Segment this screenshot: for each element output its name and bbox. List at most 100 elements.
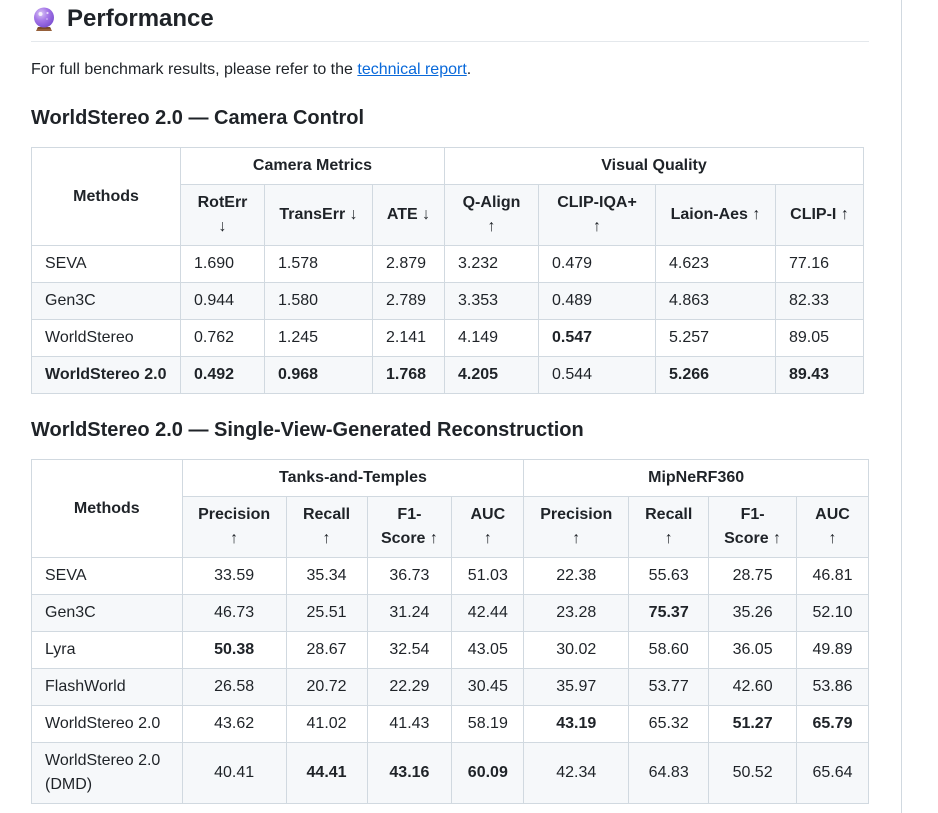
cell: 65.32 (628, 705, 710, 743)
column-header-clipi: CLIP-I ↑ (775, 184, 864, 246)
cell: 43.19 (523, 705, 630, 743)
cell: 30.02 (523, 631, 630, 669)
column-header-row: Precision ↑ Recall ↑ F1- Score ↑ AUC ↑ Preci… (32, 496, 869, 558)
cell: 43.05 (451, 631, 525, 669)
column-header-tt-recall: Recall ↑ (285, 496, 368, 558)
column-header-transerr: TransErr ↓ (264, 184, 373, 246)
cell: 53.77 (628, 668, 710, 706)
cell: 33.59 (181, 557, 287, 595)
cell: 28.75 (708, 557, 797, 595)
readme-content: Performance For full benchmark results, … (31, 0, 869, 813)
column-header-qalign: Q-Align ↑ (444, 184, 539, 246)
cell: 3.232 (444, 245, 539, 283)
cell: 2.879 (372, 245, 445, 283)
table-row: Gen3C 0.944 1.580 2.789 3.353 0.489 4.86… (31, 282, 864, 320)
svg-reconstruction-table: Methods Tanks-and-Temples MipNeRF360 Pre… (31, 459, 869, 804)
crystal-ball-icon (34, 7, 54, 31)
cell: 82.33 (775, 282, 864, 320)
cell: 42.44 (451, 594, 525, 632)
cell: 60.09 (451, 742, 525, 804)
cell: 0.547 (538, 319, 656, 357)
cell: 0.492 (180, 356, 265, 394)
cell: 0.968 (264, 356, 373, 394)
column-header-ate: ATE ↓ (372, 184, 445, 246)
column-header-mip-precision: Precision ↑ (523, 496, 630, 558)
technical-report-link[interactable]: technical report (357, 61, 467, 78)
group-header-tanks-and-temples: Tanks-and-Temples (181, 459, 525, 497)
column-header-row: RotErr ↓ TransErr ↓ ATE ↓ Q-Align ↑ CLIP… (32, 184, 864, 246)
cell: 22.38 (523, 557, 630, 595)
table-row: WorldStereo 2.0 (DMD) 40.41 44.41 43.16 … (31, 742, 869, 804)
cell: 4.149 (444, 319, 539, 357)
cell: 41.43 (366, 705, 453, 743)
cell: 2.141 (372, 319, 445, 357)
cell: 3.353 (444, 282, 539, 320)
cell: 35.26 (708, 594, 797, 632)
cell: 4.623 (655, 245, 776, 283)
cell: 1.245 (264, 319, 373, 357)
cell: 58.19 (451, 705, 525, 743)
cell: 46.81 (796, 557, 869, 595)
cell: 0.944 (180, 282, 265, 320)
cell: 0.762 (180, 319, 265, 357)
cell: 50.52 (708, 742, 797, 804)
method-name: WorldStereo 2.0 (DMD) (31, 742, 183, 804)
page-title: Performance (67, 5, 214, 32)
cell: 36.73 (366, 557, 453, 595)
method-name: FlashWorld (31, 668, 183, 706)
cell: 22.29 (366, 668, 453, 706)
group-header-camera-metrics: Camera Metrics (180, 147, 445, 185)
table-row: Gen3C 46.73 25.51 31.24 42.44 23.28 75.3… (31, 594, 869, 632)
svg-reconstruction-heading: WorldStereo 2.0 — Single-View-Generated … (31, 419, 584, 441)
cell: 44.41 (285, 742, 368, 804)
cell: 77.16 (775, 245, 864, 283)
cell: 42.34 (523, 742, 630, 804)
cell: 1.578 (264, 245, 373, 283)
cell: 43.16 (366, 742, 453, 804)
column-header-clipiqa: CLIP-IQA+ ↑ (538, 184, 656, 246)
table-row: Lyra 50.38 28.67 32.54 43.05 30.02 58.60… (31, 631, 869, 669)
container-right-border (901, 0, 902, 813)
intro-paragraph: For full benchmark results, please refer… (31, 58, 869, 82)
methods-header: Methods (31, 147, 181, 246)
method-name: SEVA (31, 557, 183, 595)
cell: 23.28 (523, 594, 630, 632)
column-header-mip-auc: AUC ↑ (796, 496, 869, 558)
cell: 31.24 (366, 594, 453, 632)
method-name: WorldStereo 2.0 (31, 356, 181, 394)
cell: 0.544 (538, 356, 656, 394)
method-name: WorldStereo (31, 319, 181, 357)
table-row: SEVA 1.690 1.578 2.879 3.232 0.479 4.623… (31, 245, 864, 283)
table-row: WorldStereo 2.0 43.62 41.02 41.43 58.19 … (31, 705, 869, 743)
cell: 4.863 (655, 282, 776, 320)
cell: 35.34 (285, 557, 368, 595)
column-header-tt-auc: AUC ↑ (451, 496, 525, 558)
cell: 5.257 (655, 319, 776, 357)
method-name: SEVA (31, 245, 181, 283)
cell: 30.45 (451, 668, 525, 706)
group-header-mipnerf360: MipNeRF360 (523, 459, 869, 497)
column-header-mip-f1: F1- Score ↑ (708, 496, 797, 558)
method-name: Gen3C (31, 594, 183, 632)
column-header-roterr: RotErr ↓ (180, 184, 265, 246)
cell: 41.02 (285, 705, 368, 743)
cell: 26.58 (181, 668, 287, 706)
cell: 40.41 (181, 742, 287, 804)
cell: 55.63 (628, 557, 710, 595)
intro-text: For full benchmark results, please refer… (31, 61, 358, 78)
camera-control-table: Methods Camera Metrics Visual Quality Ro… (31, 147, 864, 394)
cell: 53.86 (796, 668, 869, 706)
cell: 51.27 (708, 705, 797, 743)
camera-control-heading: WorldStereo 2.0 — Camera Control (31, 107, 365, 129)
cell: 35.97 (523, 668, 630, 706)
cell: 1.690 (180, 245, 265, 283)
method-name: Gen3C (31, 282, 181, 320)
cell: 20.72 (285, 668, 368, 706)
cell: 58.60 (628, 631, 710, 669)
cell: 42.60 (708, 668, 797, 706)
group-header-row: Methods Tanks-and-Temples MipNeRF360 (31, 459, 869, 558)
cell: 43.62 (181, 705, 287, 743)
column-header-laionaes: Laion-Aes ↑ (655, 184, 776, 246)
group-header-visual-quality: Visual Quality (444, 147, 864, 185)
